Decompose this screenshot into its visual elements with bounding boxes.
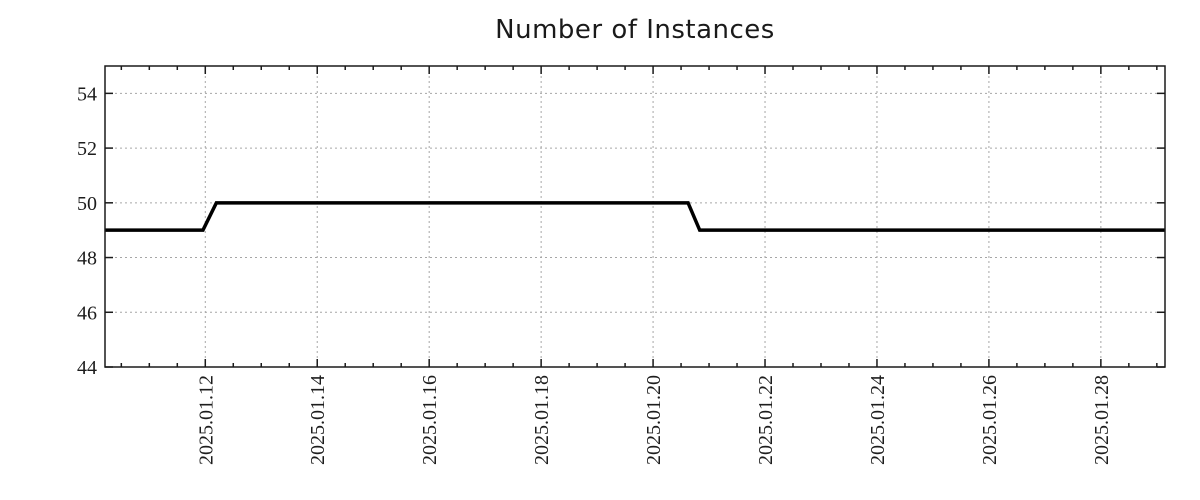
x-tick-label: 2025.01.18 [531,375,553,465]
y-tick-label: 44 [77,357,97,379]
x-tick-label: 2025.01.16 [419,375,441,465]
x-tick-label: 2025.01.28 [1091,375,1113,465]
y-tick-label: 52 [77,138,97,160]
x-tick-label: 2025.01.22 [755,375,777,465]
y-tick-label: 46 [77,302,97,324]
x-tick-label: 2025.01.26 [979,375,1001,465]
y-tick-label: 50 [77,193,97,215]
series-line [105,201,1165,232]
y-tick-label: 54 [77,83,97,105]
x-tick-label: 2025.01.12 [195,375,217,465]
x-tick-label: 2025.01.14 [307,375,329,465]
x-tick-label: 2025.01.24 [867,375,889,465]
x-tick-label: 2025.01.20 [643,375,665,465]
y-tick-label: 48 [77,248,97,270]
plot-border [104,65,1166,368]
chart-title: Number of Instances [495,15,775,45]
